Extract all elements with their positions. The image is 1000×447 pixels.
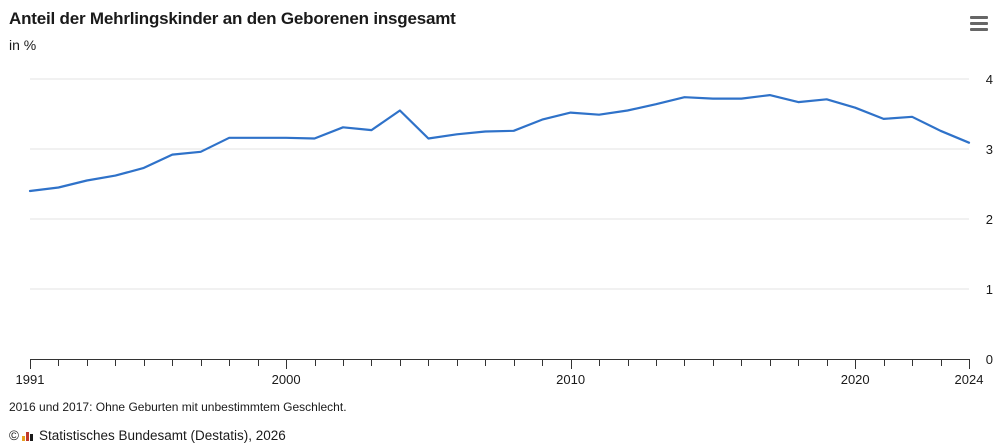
source-credit: © Statistisches Bundesamt (Destatis), 20…	[9, 428, 286, 443]
x-tick-label: 2010	[556, 372, 585, 387]
destatis-logo-icon	[21, 430, 34, 441]
y-tick-label: 0	[986, 352, 993, 367]
x-tick-label: 1991	[16, 372, 45, 387]
x-tick-label: 2000	[272, 372, 301, 387]
x-tick-label: 2020	[841, 372, 870, 387]
y-tick-label: 2	[986, 212, 993, 227]
chart-title: Anteil der Mehrlingskinder an den Gebore…	[9, 9, 456, 28]
footnote: 2016 und 2017: Ohne Geburten mit unbesti…	[9, 400, 347, 414]
unit-label: in %	[9, 37, 37, 53]
x-tick-label: 2024	[955, 372, 984, 387]
line-chart: 0 1 2 3 4 1991 2000 2010 2020 2024	[16, 72, 993, 387]
source-text: Statistisches Bundesamt (Destatis), 2026	[38, 428, 286, 443]
hamburger-menu-icon[interactable]	[966, 12, 992, 36]
series-line-0	[28, 93, 971, 193]
y-tick-label: 3	[986, 142, 993, 157]
y-tick-label: 1	[986, 282, 993, 297]
y-tick-label: 4	[986, 72, 993, 87]
copyright-symbol: ©	[9, 428, 19, 443]
